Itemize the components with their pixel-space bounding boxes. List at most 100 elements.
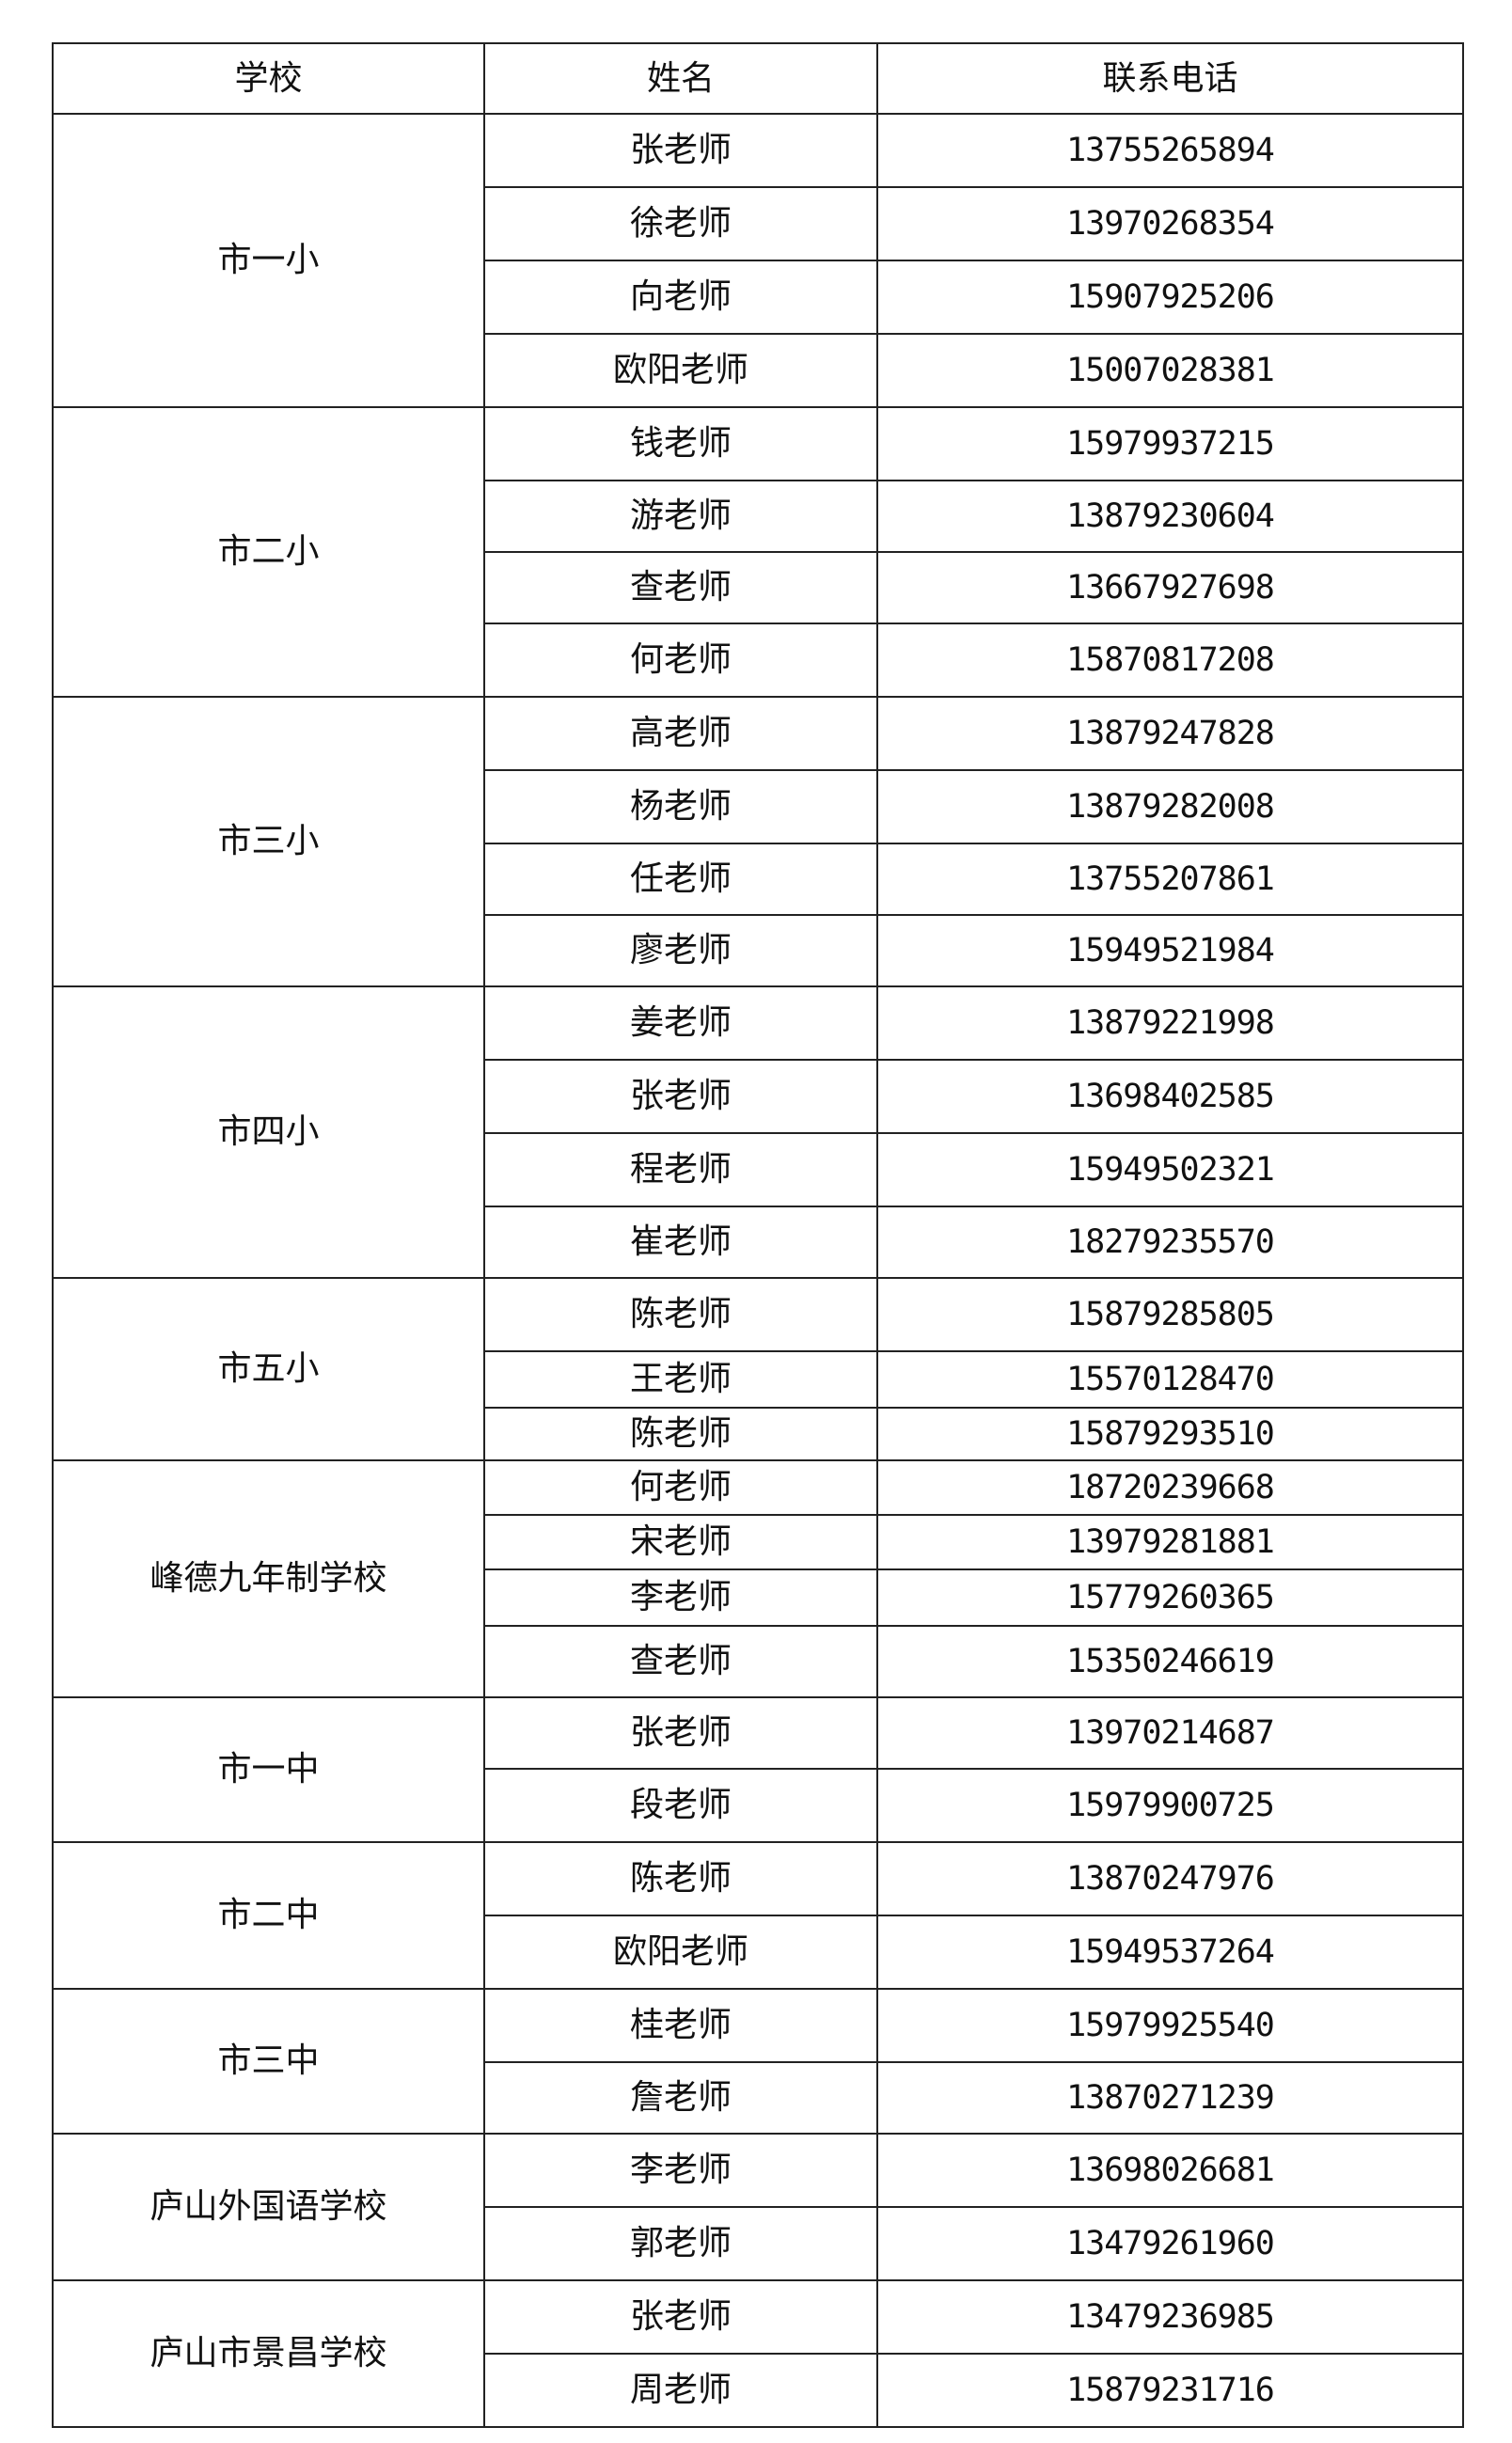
- table-row: 欧阳老师 15949537264: [53, 1915, 1464, 1990]
- phone-cell: 15879285805: [876, 1277, 1464, 1352]
- header-phone: 联系电话: [876, 42, 1464, 115]
- teacher-name-cell: 陈老师: [483, 1277, 878, 1352]
- teacher-name-cell: 李老师: [483, 2133, 878, 2208]
- phone-cell: 13879230604: [876, 480, 1464, 553]
- teacher-name-cell: 欧阳老师: [483, 1915, 878, 1990]
- table-row: 欧阳老师 15007028381: [53, 333, 1464, 408]
- school-cell: 市二中: [52, 1841, 485, 1990]
- teacher-name-cell: 詹老师: [483, 2061, 878, 2135]
- table-row: 李老师 15779260365: [53, 1568, 1464, 1627]
- teacher-name-cell: 欧阳老师: [483, 333, 878, 408]
- school-cell: 庐山市景昌学校: [52, 2279, 485, 2428]
- school-cell: 市一中: [52, 1696, 485, 1843]
- phone-cell: 15879231716: [876, 2353, 1464, 2428]
- teacher-name-cell: 何老师: [483, 623, 878, 698]
- teacher-name-cell: 段老师: [483, 1768, 878, 1843]
- teacher-name-cell: 周老师: [483, 2353, 878, 2428]
- teacher-name-cell: 张老师: [483, 1696, 878, 1770]
- phone-cell: 15779260365: [876, 1568, 1464, 1627]
- table-row: 市二小 钱老师 15979937215: [52, 406, 1464, 698]
- school-cell: 峰德九年制学校: [52, 1459, 485, 1698]
- table-row: 王老师 15570128470: [53, 1350, 1464, 1409]
- table-row: 市三小 高老师 13879247828: [52, 696, 1464, 987]
- teacher-name-cell: 任老师: [483, 843, 878, 916]
- teacher-name-cell: 陈老师: [483, 1841, 878, 1916]
- phone-cell: 15879293510: [876, 1407, 1464, 1461]
- table-row: 段老师 15979900725: [53, 1768, 1464, 1843]
- teacher-name-cell: 李老师: [483, 1568, 878, 1627]
- table-row: 庐山市景昌学校 张老师 13479236985: [52, 2279, 1464, 2428]
- table-row: 陈老师 15879293510: [53, 1407, 1464, 1461]
- teacher-name-cell: 郭老师: [483, 2206, 878, 2281]
- phone-cell: 15007028381: [876, 333, 1464, 408]
- phone-cell: 13755207861: [876, 843, 1464, 916]
- table-row: 游老师 13879230604: [53, 480, 1464, 553]
- phone-cell: 13970214687: [876, 1696, 1464, 1770]
- table-row: 徐老师 13970268354: [53, 186, 1464, 261]
- teacher-name-cell: 程老师: [483, 1132, 878, 1207]
- phone-cell: 18279235570: [876, 1206, 1464, 1279]
- contact-table: 学校 姓名 联系电话 市一小 张老师 13755265894 徐老师 139702683…: [52, 42, 1464, 2428]
- phone-cell: 15979900725: [876, 1768, 1464, 1843]
- school-cell: 市三小: [52, 696, 485, 987]
- teacher-name-cell: 廖老师: [483, 914, 878, 987]
- table-row: 市三中 桂老师 15979925540: [52, 1988, 1464, 2135]
- table-row: 向老师 15907925206: [53, 260, 1464, 335]
- phone-cell: 13870271239: [876, 2061, 1464, 2135]
- teacher-name-cell: 张老师: [483, 2279, 878, 2355]
- table-row: 张老师 13698402585: [53, 1059, 1464, 1134]
- table-row: 任老师 13755207861: [53, 843, 1464, 916]
- table-row: 程老师 15949502321: [53, 1132, 1464, 1207]
- phone-cell: 13698402585: [876, 1059, 1464, 1134]
- teacher-name-cell: 游老师: [483, 480, 878, 553]
- table-row: 峰德九年制学校 何老师 18720239668: [52, 1459, 1464, 1698]
- phone-cell: 13479236985: [876, 2279, 1464, 2355]
- teacher-name-cell: 桂老师: [483, 1988, 878, 2063]
- phone-cell: 13879247828: [876, 696, 1464, 771]
- phone-cell: 13698026681: [876, 2133, 1464, 2208]
- table-row: 市四小 姜老师 13879221998: [52, 985, 1464, 1279]
- teacher-name-cell: 钱老师: [483, 406, 878, 481]
- table-row: 市二中 陈老师 13870247976: [52, 1841, 1464, 1990]
- table-row: 市一中 张老师 13970214687: [52, 1696, 1464, 1843]
- phone-cell: 13870247976: [876, 1841, 1464, 1916]
- phone-cell: 18720239668: [876, 1459, 1464, 1516]
- teacher-name-cell: 陈老师: [483, 1407, 878, 1461]
- teacher-name-cell: 宋老师: [483, 1514, 878, 1570]
- school-cell: 庐山外国语学校: [52, 2133, 485, 2281]
- teacher-name-cell: 姜老师: [483, 985, 878, 1061]
- phone-cell: 15350246619: [876, 1625, 1464, 1698]
- phone-cell: 13979281881: [876, 1514, 1464, 1570]
- table-row: 杨老师 13879282008: [53, 769, 1464, 844]
- teacher-name-cell: 张老师: [483, 1059, 878, 1134]
- table-row: 詹老师 13870271239: [53, 2061, 1464, 2135]
- school-cell: 市一小: [52, 113, 485, 408]
- phone-cell: 15870817208: [876, 623, 1464, 698]
- phone-cell: 13879282008: [876, 769, 1464, 844]
- table-row: 崔老师 18279235570: [53, 1206, 1464, 1279]
- teacher-name-cell: 向老师: [483, 260, 878, 335]
- phone-cell: 15979925540: [876, 1988, 1464, 2063]
- table-row: 庐山外国语学校 李老师 13698026681: [52, 2133, 1464, 2281]
- phone-cell: 13755265894: [876, 113, 1464, 188]
- table-row: 周老师 15879231716: [53, 2353, 1464, 2428]
- phone-cell: 13879221998: [876, 985, 1464, 1061]
- phone-cell: 13667927698: [876, 551, 1464, 624]
- phone-cell: 13970268354: [876, 186, 1464, 261]
- teacher-name-cell: 崔老师: [483, 1206, 878, 1279]
- teacher-name-cell: 徐老师: [483, 186, 878, 261]
- teacher-name-cell: 张老师: [483, 113, 878, 188]
- teacher-name-cell: 查老师: [483, 1625, 878, 1698]
- table-row: 查老师 13667927698: [53, 551, 1464, 624]
- phone-cell: 15570128470: [876, 1350, 1464, 1409]
- phone-cell: 15949502321: [876, 1132, 1464, 1207]
- header-name: 姓名: [483, 42, 878, 115]
- phone-cell: 15979937215: [876, 406, 1464, 481]
- teacher-name-cell: 王老师: [483, 1350, 878, 1409]
- teacher-name-cell: 查老师: [483, 551, 878, 624]
- table-row: 何老师 15870817208: [53, 623, 1464, 698]
- teacher-name-cell: 何老师: [483, 1459, 878, 1516]
- phone-cell: 13479261960: [876, 2206, 1464, 2281]
- table-row: 廖老师 15949521984: [53, 914, 1464, 987]
- table-body: 市一小 张老师 13755265894 徐老师 13970268354 向老师 159079…: [52, 113, 1464, 2428]
